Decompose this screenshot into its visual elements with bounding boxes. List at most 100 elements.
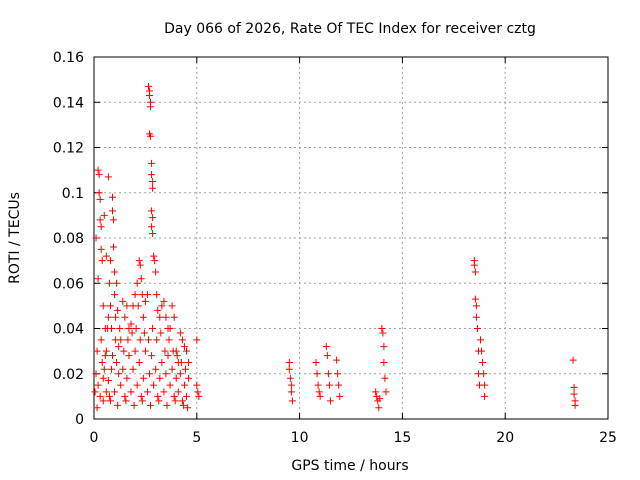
data-point (125, 352, 133, 360)
data-point (176, 329, 184, 337)
data-point (106, 257, 114, 265)
data-point (141, 297, 149, 305)
data-point (137, 392, 145, 400)
data-point (170, 313, 178, 321)
data-point (381, 374, 389, 382)
data-point (114, 401, 122, 409)
data-point (152, 365, 160, 373)
data-point (181, 365, 189, 373)
data-point (109, 352, 117, 360)
data-point (312, 358, 320, 366)
data-point (101, 352, 109, 360)
data-point (127, 320, 135, 328)
data-point (121, 392, 129, 400)
data-point (570, 383, 578, 391)
data-point (107, 365, 115, 373)
data-point (185, 358, 193, 366)
data-point (170, 392, 178, 400)
data-point (471, 268, 479, 276)
data-point (163, 401, 171, 409)
data-point (113, 279, 121, 287)
data-point (149, 229, 157, 237)
grid (94, 57, 608, 419)
data-point (480, 370, 488, 378)
chart-title: Day 066 of 2026, Rate Of TEC Index for r… (164, 21, 536, 37)
y-tick-label: 0.04 (53, 322, 84, 338)
data-point (98, 358, 106, 366)
data-point (97, 245, 105, 253)
data-point (153, 336, 161, 344)
data-point (158, 358, 166, 366)
data-point (169, 347, 177, 355)
data-point (104, 173, 112, 181)
data-point (120, 347, 128, 355)
data-point (102, 388, 110, 396)
data-point (172, 374, 180, 382)
data-point (380, 358, 388, 366)
data-point (104, 377, 112, 385)
data-point (102, 252, 110, 260)
data-point (177, 358, 185, 366)
data-point (136, 261, 144, 269)
data-point (336, 392, 344, 400)
data-point (112, 313, 120, 321)
data-point (195, 392, 203, 400)
data-point (134, 302, 142, 310)
data-point (144, 336, 152, 344)
data-point (183, 392, 191, 400)
data-point (472, 302, 480, 310)
x-axis-label: GPS time / hours (291, 458, 408, 474)
data-point (143, 388, 151, 396)
data-point (179, 401, 187, 409)
data-point (165, 336, 173, 344)
data-point (136, 336, 144, 344)
y-tick-label: 0.16 (53, 50, 84, 66)
data-point (139, 374, 147, 382)
data-point (93, 404, 101, 412)
data-point (91, 388, 99, 396)
x-tick-label: 0 (90, 430, 99, 446)
data-point (128, 329, 136, 337)
data-point (94, 381, 102, 389)
data-point (119, 365, 127, 373)
data-point (570, 390, 578, 398)
data-point (161, 347, 169, 355)
data-point (109, 207, 117, 215)
data-point (322, 343, 330, 351)
data-point (380, 343, 388, 351)
data-point (124, 336, 132, 344)
data-point (109, 193, 117, 201)
data-point (333, 356, 341, 364)
y-tick-label: 0.08 (53, 231, 84, 247)
data-point (286, 374, 294, 382)
x-tick-label: 5 (192, 430, 201, 446)
data-point (571, 401, 579, 409)
data-point (470, 261, 478, 269)
data-point (135, 257, 143, 265)
data-point (166, 325, 174, 332)
data-point (160, 388, 168, 396)
data-point (168, 302, 176, 310)
data-point (162, 370, 170, 378)
data-point (122, 397, 130, 405)
data-point (334, 370, 342, 378)
data-point (148, 171, 156, 179)
data-point (481, 392, 489, 400)
data-point (144, 82, 152, 90)
data-point (315, 388, 323, 396)
data-point (98, 257, 106, 265)
data-point (183, 347, 191, 355)
data-point (146, 91, 154, 99)
y-tick-label: 0 (75, 412, 84, 428)
data-point (152, 268, 160, 276)
data-point (185, 374, 193, 382)
y-tick-label: 0.1 (62, 186, 84, 202)
x-tick-label: 15 (393, 430, 411, 446)
data-point (285, 365, 293, 373)
data-point (132, 325, 140, 332)
data-point (180, 381, 188, 389)
data-point (314, 381, 322, 389)
data-point (162, 313, 170, 321)
data-point (154, 306, 162, 314)
